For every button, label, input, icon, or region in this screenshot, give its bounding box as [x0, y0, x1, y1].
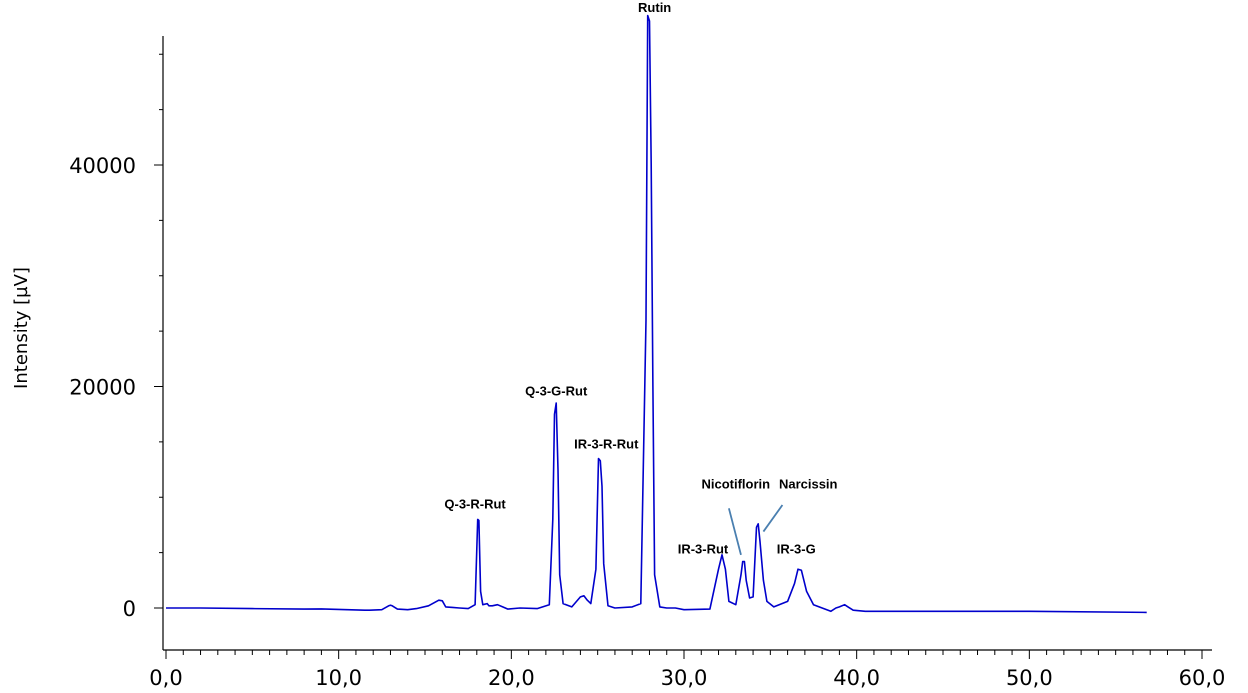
peak-label: IR-3-G: [777, 542, 816, 557]
peak-label: Narcissin: [779, 476, 838, 491]
x-tick-label: 60,0: [1179, 666, 1226, 690]
x-tick-label: 10,0: [315, 666, 362, 690]
x-tick-label: 40,0: [833, 666, 880, 690]
peak-label: Q-3-G-Rut: [525, 383, 588, 398]
y-tick-label: 20000: [69, 376, 136, 400]
x-tick-label: 20,0: [488, 666, 535, 690]
leader-line: [728, 508, 742, 556]
y-ticks: 0 20000 40000: [69, 53, 163, 621]
x-tick-label: 30,0: [661, 666, 708, 690]
peak-label: Nicotiflorin: [701, 476, 770, 491]
peak-label: IR-3-Rut: [678, 542, 729, 557]
y-axis: 0 20000 40000: [69, 36, 164, 650]
peak-label: Q-3-R-Rut: [444, 496, 506, 511]
x-tick-label: 50,0: [1006, 666, 1053, 690]
x-ticks: 0,0 10,0 20,0 30,0 40,0 50,0 60,0: [149, 650, 1225, 690]
peak-label: Rutin: [638, 0, 671, 15]
leader-line: [762, 504, 784, 533]
x-axis: 0,0 10,0 20,0 30,0 40,0 50,0 60,0: [149, 649, 1225, 690]
y-tick-label: 0: [123, 597, 136, 621]
x-tick-label: 0,0: [149, 666, 182, 690]
chromatogram-trace: [166, 14, 1147, 614]
y-axis-label: Intensity [µV]: [11, 267, 32, 389]
peak-label: IR-3-R-Rut: [574, 437, 639, 452]
peak-labels: Rutin Q-3-G-Rut IR-3-R-Rut Q-3-R-Rut Nicotif…: [444, 0, 837, 557]
leader-lines: [728, 504, 784, 556]
y-tick-label: 40000: [69, 154, 136, 178]
